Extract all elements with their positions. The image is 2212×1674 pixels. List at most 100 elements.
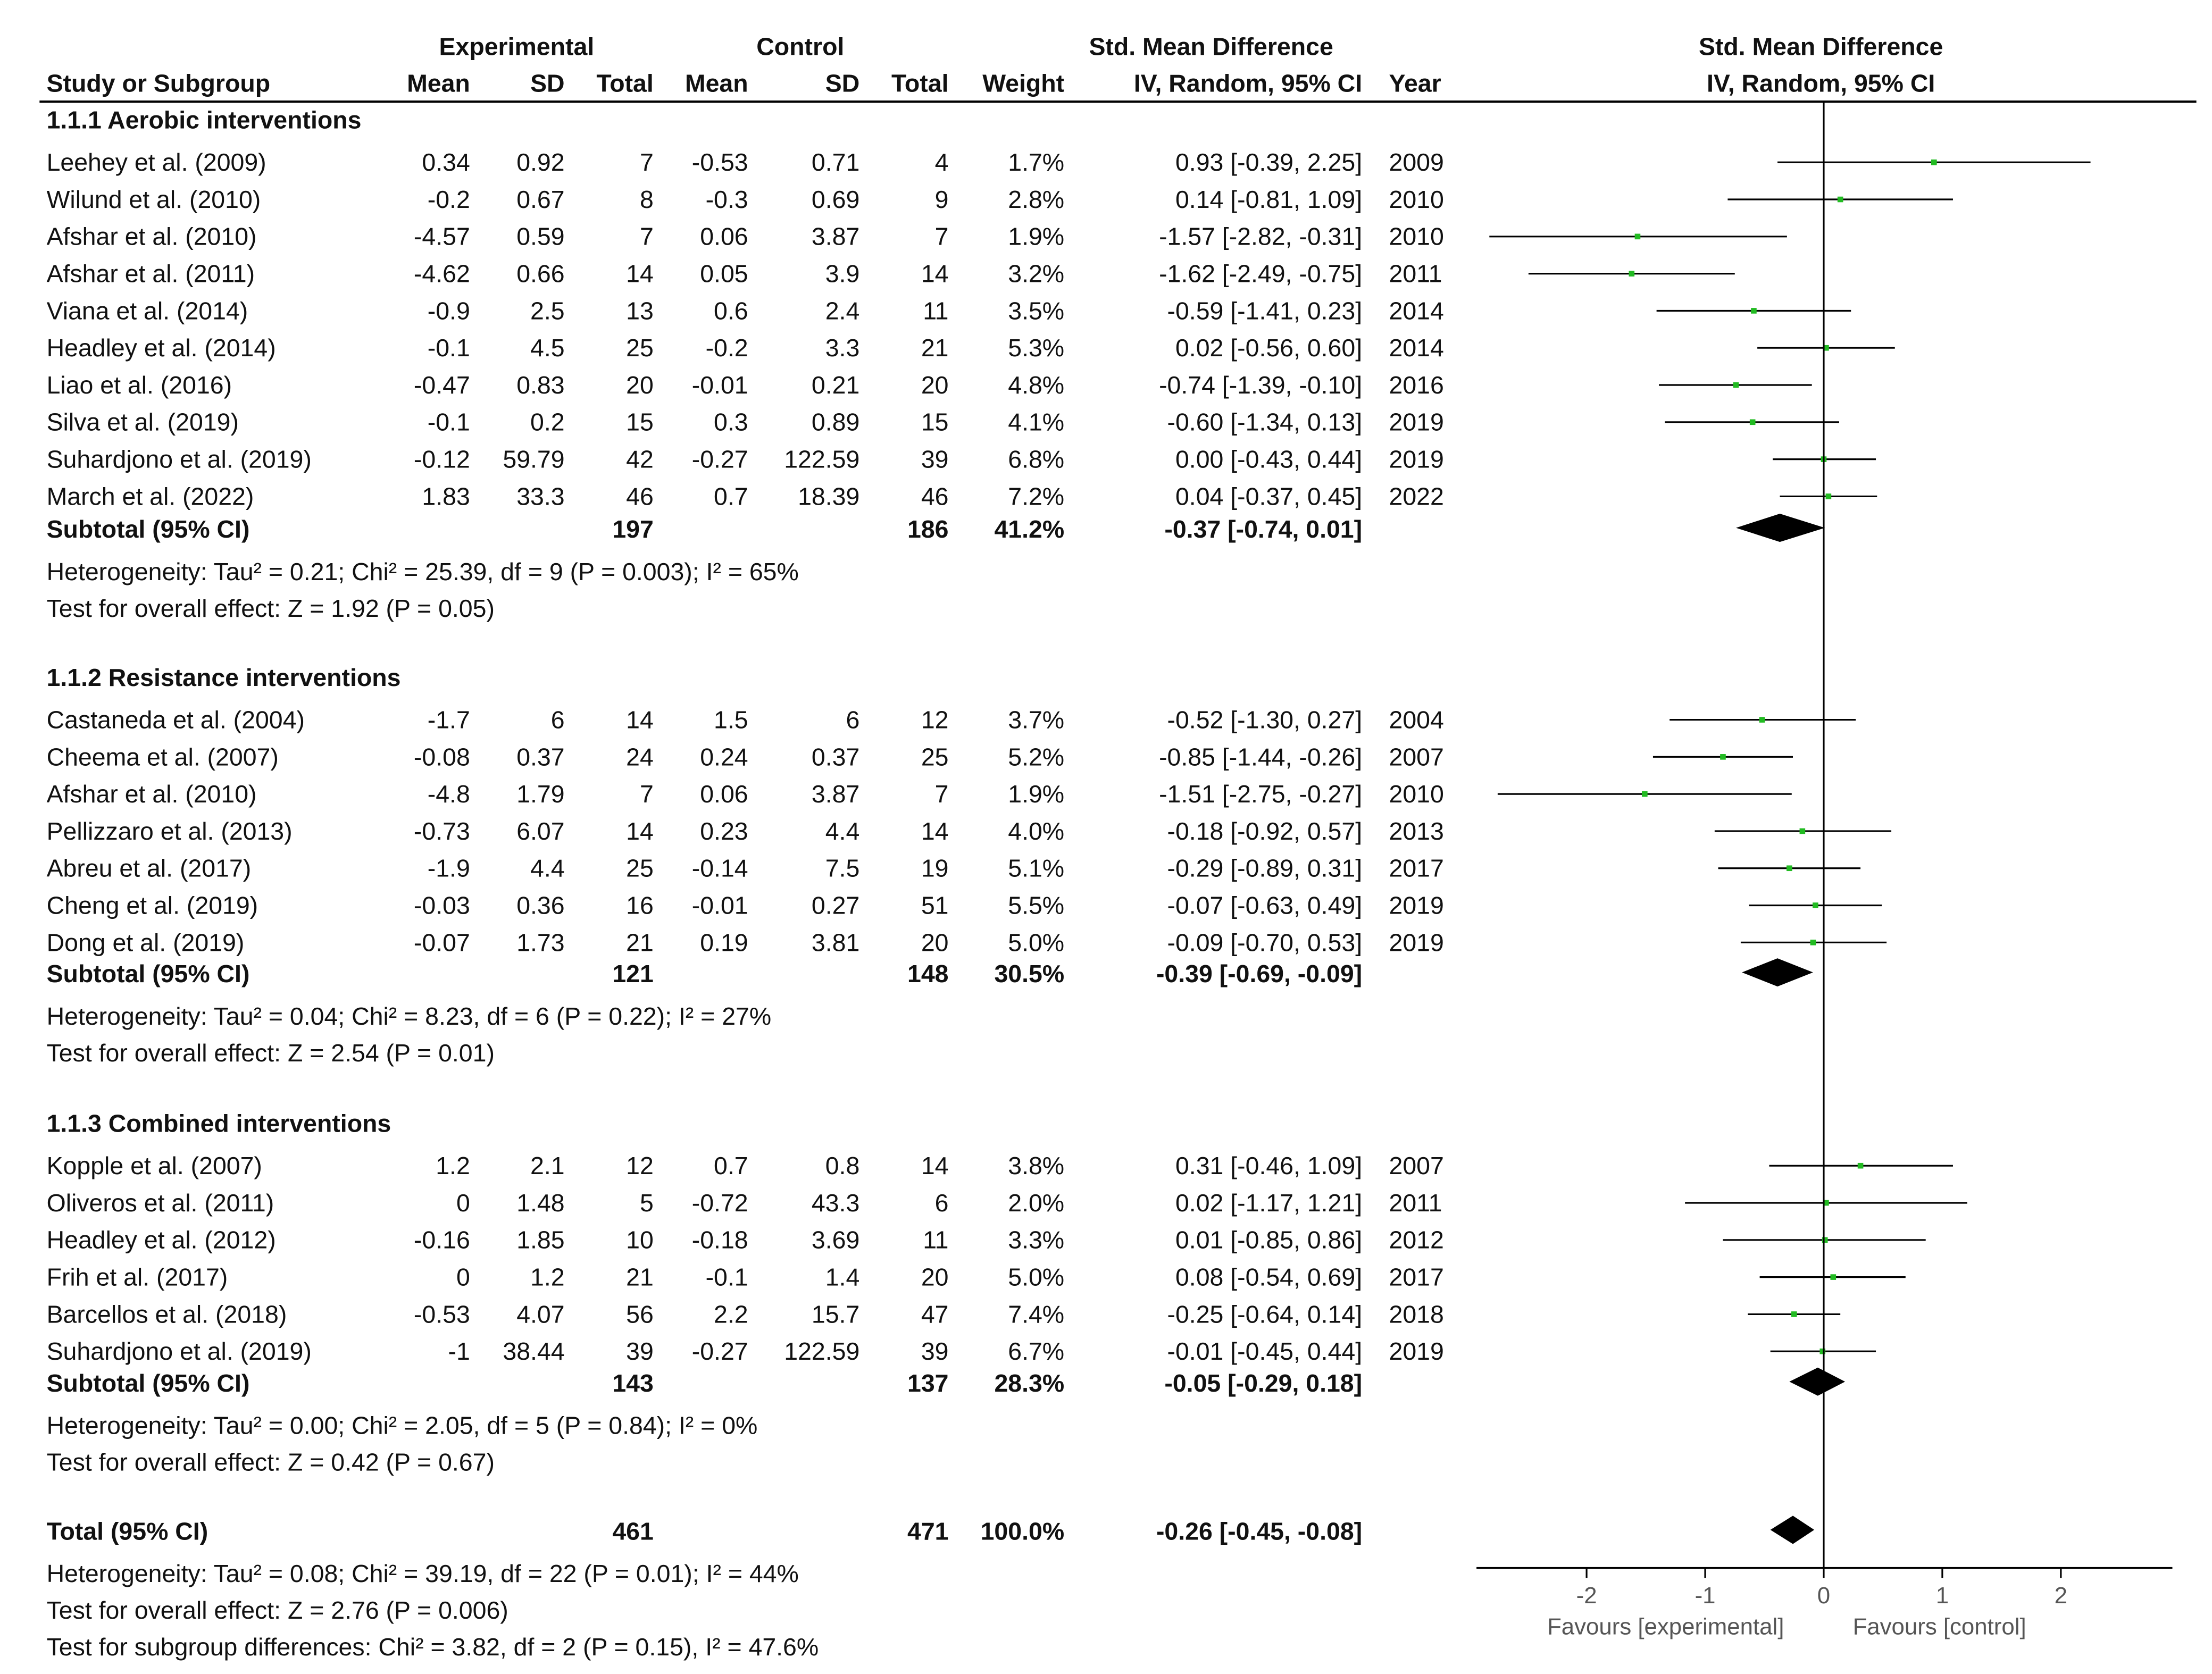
study-mean-c: 0.7 bbox=[714, 1152, 748, 1179]
study-ci: 0.93 [-0.39, 2.25] bbox=[1175, 148, 1362, 176]
study-year: 2018 bbox=[1389, 1300, 1444, 1328]
study-mean-c: -0.01 bbox=[692, 891, 748, 919]
subtotal-row: Subtotal (95% CI) 143 137 28.3% -0.05 [-0.29… bbox=[47, 1367, 1846, 1397]
study-sd-c: 0.71 bbox=[812, 148, 859, 176]
study-n-c: 14 bbox=[921, 1152, 949, 1179]
study-sd-c: 7.5 bbox=[825, 855, 860, 882]
subgroup-title: 1.1.1 Aerobic interventions bbox=[47, 106, 362, 134]
study-year: 2014 bbox=[1389, 334, 1444, 362]
study-weight: 3.2% bbox=[1008, 260, 1064, 288]
study-row: Castaneda et al. (2004) -1.7 6 14 1.5 6 12 3.7%… bbox=[47, 706, 1856, 733]
header-mean-control: Mean bbox=[685, 70, 748, 97]
study-sd-c: 0.27 bbox=[812, 891, 859, 919]
study-n-e: 14 bbox=[626, 260, 654, 288]
study-mean-e: -0.1 bbox=[428, 334, 470, 362]
subtotal-total-experimental: 143 bbox=[612, 1369, 653, 1397]
total-weight: 100.0% bbox=[981, 1518, 1064, 1545]
study-n-c: 11 bbox=[923, 297, 948, 324]
study-sd-c: 0.21 bbox=[812, 371, 859, 399]
study-row: Frih et al. (2017) 0 1.2 21 -0.1 1.4 20 5.0% 0.0… bbox=[47, 1263, 1906, 1291]
header-weight: Weight bbox=[982, 70, 1064, 97]
study-weight: 5.1% bbox=[1008, 855, 1064, 882]
study-weight: 1.9% bbox=[1008, 223, 1064, 250]
study-row: Afshar et al. (2010) -4.57 0.59 7 0.06 3.87 7 1… bbox=[47, 223, 1787, 250]
study-mean-c: -0.1 bbox=[706, 1263, 748, 1291]
study-sd-e: 4.4 bbox=[530, 855, 565, 882]
study-ci: -0.74 [-1.39, -0.10] bbox=[1159, 371, 1362, 399]
study-mean-e: -4.62 bbox=[414, 260, 470, 288]
study-n-c: 20 bbox=[921, 371, 949, 399]
study-mean-c: -0.27 bbox=[692, 1337, 748, 1365]
point-estimate bbox=[1791, 1311, 1797, 1317]
point-estimate bbox=[1830, 1274, 1837, 1280]
study-row: Viana et al. (2014) -0.9 2.5 13 0.6 2.4 11 3.5%… bbox=[47, 297, 1851, 324]
study-name: Afshar et al. (2011) bbox=[47, 260, 255, 288]
point-estimate bbox=[1720, 754, 1726, 760]
header-sd-control: SD bbox=[825, 70, 860, 97]
study-year: 2007 bbox=[1389, 743, 1444, 771]
study-row: Liao et al. (2016) -0.47 0.83 20 -0.01 0.21 20… bbox=[47, 371, 1812, 399]
study-weight: 6.7% bbox=[1008, 1337, 1064, 1365]
footer-text: Test for overall effect: Z = 2.76 (P = 0… bbox=[47, 1596, 508, 1624]
study-n-c: 12 bbox=[921, 706, 949, 733]
study-row: Cheng et al. (2019) -0.03 0.36 16 -0.01 0.27 5… bbox=[47, 891, 1882, 919]
study-sd-c: 6 bbox=[846, 706, 859, 733]
study-sd-e: 0.36 bbox=[516, 891, 564, 919]
study-sd-e: 0.37 bbox=[516, 743, 564, 771]
study-name: Afshar et al. (2010) bbox=[47, 223, 257, 250]
study-weight: 7.4% bbox=[1008, 1300, 1064, 1328]
point-estimate bbox=[1629, 271, 1635, 277]
study-sd-e: 1.48 bbox=[516, 1189, 564, 1217]
header-ci-left: IV, Random, 95% CI bbox=[1134, 70, 1362, 97]
study-weight: 3.7% bbox=[1008, 706, 1064, 733]
study-weight: 2.0% bbox=[1008, 1189, 1064, 1217]
study-row: Suhardjono et al. (2019) -1 38.44 39 -0.27 12… bbox=[47, 1337, 1876, 1365]
header-ci-right: IV, Random, 95% CI bbox=[1707, 70, 1935, 97]
total-control: 471 bbox=[907, 1518, 948, 1545]
study-name: Viana et al. (2014) bbox=[47, 297, 248, 324]
study-n-c: 15 bbox=[921, 408, 949, 436]
study-n-e: 10 bbox=[626, 1226, 654, 1254]
header-control: Control bbox=[756, 33, 844, 61]
study-name: Cheng et al. (2019) bbox=[47, 891, 258, 919]
x-axis: -2 -1 0 1 2 bbox=[1476, 1567, 2173, 1609]
overall-effect-text: Test for overall effect: Z = 2.54 (P = 0… bbox=[47, 1039, 495, 1067]
study-sd-e: 0.83 bbox=[516, 371, 564, 399]
study-year: 2011 bbox=[1389, 1189, 1442, 1217]
study-sd-c: 3.87 bbox=[812, 780, 859, 808]
study-mean-e: -0.1 bbox=[428, 408, 470, 436]
study-mean-c: 0.06 bbox=[700, 223, 748, 250]
study-weight: 3.8% bbox=[1008, 1152, 1064, 1179]
point-estimate bbox=[1837, 196, 1843, 203]
study-weight: 5.5% bbox=[1008, 891, 1064, 919]
study-year: 2010 bbox=[1389, 780, 1444, 808]
study-ci: 0.31 [-0.46, 1.09] bbox=[1175, 1152, 1362, 1179]
study-n-c: 51 bbox=[921, 891, 949, 919]
header-smd-right: Std. Mean Difference bbox=[1699, 33, 1943, 61]
study-weight: 3.5% bbox=[1008, 297, 1064, 324]
heterogeneity-text: Heterogeneity: Tau² = 0.21; Chi² = 25.39… bbox=[47, 558, 799, 585]
footer-text: Heterogeneity: Tau² = 0.08; Chi² = 39.19… bbox=[47, 1560, 799, 1587]
study-weight: 1.9% bbox=[1008, 780, 1064, 808]
study-mean-c: -0.2 bbox=[706, 334, 748, 362]
study-n-e: 14 bbox=[626, 706, 654, 733]
study-row: Cheema et al. (2007) -0.08 0.37 24 0.24 0.37 2… bbox=[47, 743, 1793, 771]
study-year: 2009 bbox=[1389, 148, 1444, 176]
point-estimate bbox=[1642, 791, 1648, 797]
subtotal-label: Subtotal (95% CI) bbox=[47, 515, 250, 543]
point-estimate bbox=[1825, 493, 1832, 499]
study-weight: 5.3% bbox=[1008, 334, 1064, 362]
study-mean-c: -0.3 bbox=[706, 186, 748, 213]
study-n-c: 7 bbox=[935, 223, 949, 250]
study-mean-e: -0.2 bbox=[428, 186, 470, 213]
study-row: Wilund et al. (2010) -0.2 0.67 8 -0.3 0.69 9 2.… bbox=[47, 186, 1953, 213]
point-estimate bbox=[1823, 1200, 1829, 1206]
study-ci: 0.08 [-0.54, 0.69] bbox=[1175, 1263, 1362, 1291]
study-n-c: 39 bbox=[921, 1337, 949, 1365]
study-mean-e: 1.83 bbox=[422, 482, 470, 510]
point-estimate bbox=[1799, 828, 1806, 834]
study-sd-e: 6.07 bbox=[516, 817, 564, 845]
point-estimate bbox=[1931, 159, 1937, 165]
